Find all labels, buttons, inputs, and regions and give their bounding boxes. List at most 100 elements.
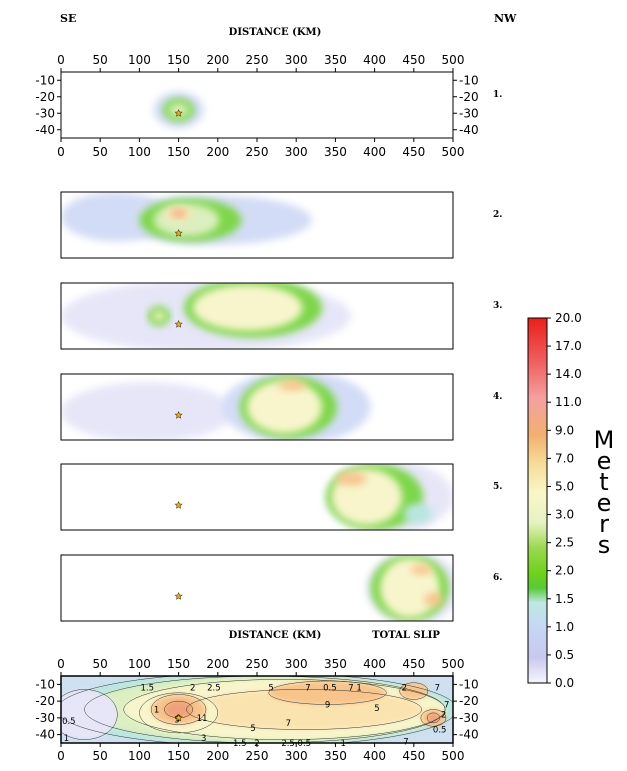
panel-number-label: 3. [493,301,502,311]
slip-patch [278,380,307,391]
panel-background [61,72,453,138]
snapshot-panel-4: 4. [60,373,502,441]
panel-number-label: 4. [493,392,502,402]
panel-frame [60,554,454,622]
x-tick-label: 250 [246,657,269,671]
x-tick-label: 50 [93,657,108,671]
x-tick-label: 150 [167,145,190,159]
slip-patch [152,311,166,321]
slip-contour-line [399,682,429,700]
nw-label: NW [494,12,517,25]
x-tick-label: 500 [442,657,465,671]
slip-patch [171,210,186,217]
hypocenter-star-icon [174,591,183,600]
x-tick-label: 300 [285,657,308,671]
colorbar-tick-label: 0.0 [555,676,574,690]
contour-value-label: 5 [250,724,255,734]
x-tick-label: 150 [167,657,190,671]
contour-value-label: 2 [441,711,446,721]
x-tick-label: 50 [93,749,108,763]
hypocenter-star-icon [174,500,183,509]
y-tick-label: -40 [35,123,55,137]
x-tick-label: 350 [324,657,347,671]
x-tick-label: 200 [206,145,229,159]
slip-contour-line [186,689,422,730]
contour-value-label: 5 [268,684,273,694]
contour-value-label: 1 [341,739,346,749]
colorbar-tick-label: 17.0 [555,339,582,353]
contour-value-label: 0.5 [323,684,337,694]
x-tick-label: 0 [57,657,65,671]
contour-value-label: 7 1 [348,684,362,694]
x-tick-label: 500 [442,145,465,159]
hypocenter-star-icon [174,713,183,722]
panel-number-label: 1. [493,90,502,100]
snapshot-panel-2: 2. [60,191,502,259]
x-tick-label: 350 [324,749,347,763]
contour-value-label: 11 [197,714,208,724]
slip-patch [192,284,303,331]
contour-value-label: 1.5 [233,739,247,749]
snapshot-panel-6: 6. [60,554,502,622]
slip-patch [61,382,234,440]
y-tick-label: -30 [35,711,55,725]
colorbar-tick-label: 1.5 [555,592,574,606]
distance-top-label: DISTANCE (KM) [229,27,322,38]
y-tick-label: -20 [35,694,55,708]
x-tick-label: 450 [402,657,425,671]
slip-contour-line [420,709,447,727]
x-tick-label: 350 [324,145,347,159]
colorbar-tick-label: 3.0 [555,508,574,522]
panel-frame [60,191,454,259]
colorbar-ramp [527,317,548,684]
slip-patch [246,380,323,434]
x-tick-label: 250 [246,145,269,159]
contour-value-label: 7 [444,700,449,710]
snapshot-panel-3: 3. [60,282,502,350]
colorbar-tick-label: 2.0 [555,564,574,578]
panel-frame [60,463,454,531]
y-tick-label: -40 [35,728,55,742]
y-tick-label: -10 [35,73,55,87]
x-tick-label: 50 [93,145,108,159]
contour-value-label: 5 [374,704,379,714]
x-tick-label: 0 [57,53,65,67]
panel-number-label: 5. [493,482,502,492]
x-tick-label: 500 [442,749,465,763]
colorbar-tick-label: 14.0 [555,367,582,381]
slip-contour-line [268,680,387,705]
contour-value-label: 2 [190,684,195,694]
y-tick-label: -20 [459,694,479,708]
hypocenter-star-icon [174,108,183,117]
colorbar-ticks: 20.0 17.0 14.0 11.0 9.0 7.0 5.0 3.0 2.5 2.0 1.5 1.0… [547,311,582,690]
colorbar-tick-label: 0.5 [555,648,574,662]
y-tick-label: -20 [459,90,479,104]
snapshot-panel-1: 1. 0 0 50 50 100 100 150 150 200 200 250 250 300 300 35… [35,53,502,159]
slip-contour-line [150,694,207,725]
x-tick-label: 450 [402,749,425,763]
x-tick-label: 0 [57,145,65,159]
colorbar-tick-label: 7.0 [555,451,574,465]
panel-frame [60,282,454,350]
panel-number-label: 6. [493,573,502,583]
y-tick-label: -30 [35,106,55,120]
x-tick-label: 300 [285,749,308,763]
contour-value-label: 1 [64,734,69,744]
snapshot-panel-5: 5. [60,463,502,531]
x-tick-label: 100 [128,657,151,671]
x-tick-label: 300 [285,145,308,159]
colorbar-tick-label: 5.0 [555,479,574,493]
x-tick-label: 350 [324,53,347,67]
slip-patch [335,472,367,486]
colorbar-tick-label: 1.0 [555,620,574,634]
y-tick-label: -40 [459,728,479,742]
colorbar-tick-label: 20.0 [555,311,582,325]
contour-value-label: 2.5 [207,684,221,694]
x-tick-label: 400 [363,145,386,159]
x-tick-label: 400 [363,53,386,67]
contour-value-label: 7 [286,719,291,729]
x-tick-label: 400 [363,749,386,763]
